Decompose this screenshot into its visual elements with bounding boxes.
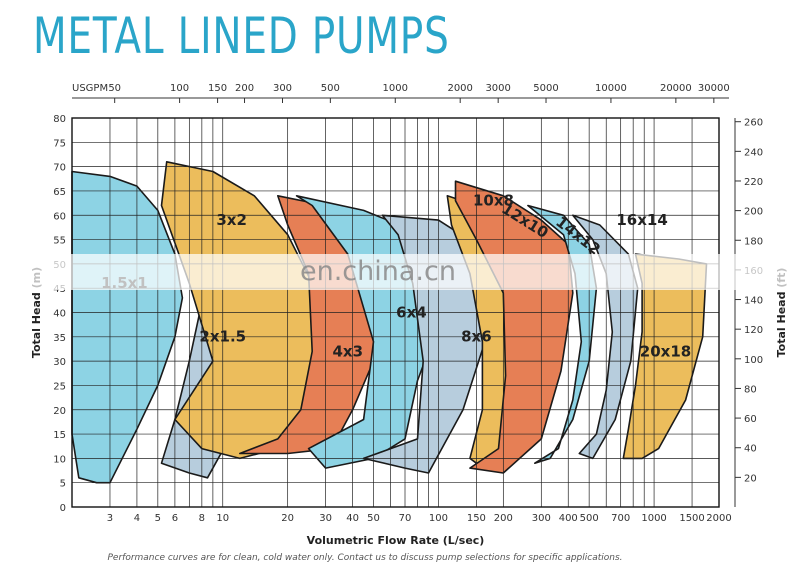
- series-label-20x18: 20x18: [640, 342, 691, 360]
- top-tick-label: 200: [235, 83, 254, 94]
- x-tick-label: 70: [399, 513, 412, 524]
- y-tick-label-left: 60: [53, 211, 66, 222]
- y-tick-label-right: 140: [744, 296, 763, 307]
- top-tick-label: 2000: [447, 83, 472, 94]
- y-tick-label-right: 220: [744, 177, 763, 188]
- top-tick-label: 100: [170, 83, 189, 94]
- y-tick-label-right: 240: [744, 147, 763, 158]
- y-tick-label-left: 5: [60, 479, 66, 490]
- y-tick-label-left: 40: [53, 309, 66, 320]
- y-tick-label-left: 55: [53, 236, 66, 247]
- x-tick-label: 4: [134, 513, 140, 524]
- x-tick-label: 6: [172, 513, 178, 524]
- x-tick-label: 20: [281, 513, 294, 524]
- series-label-6x4: 6x4: [396, 303, 427, 321]
- x-tick-label: 1500: [679, 513, 704, 524]
- x-tick-label: 200: [494, 513, 513, 524]
- x-tick-label: 100: [429, 513, 448, 524]
- y-tick-label-right: 20: [744, 473, 757, 484]
- y-tick-label-right: 180: [744, 236, 763, 247]
- top-tick-label: 20000: [660, 83, 692, 94]
- watermark-text: en.china.cn: [300, 256, 456, 287]
- series-label-4x3: 4x3: [333, 342, 364, 360]
- y-tick-label-left: 20: [53, 406, 66, 417]
- y-tick-label-left: 30: [53, 357, 66, 368]
- y-tick-label-left: 70: [53, 163, 66, 174]
- x-axis-title: Volumetric Flow Rate (L/sec): [307, 534, 485, 547]
- top-tick-label: 5000: [533, 83, 558, 94]
- x-tick-label: 50: [367, 513, 380, 524]
- x-tick-label: 40: [346, 513, 359, 524]
- series-label-2x1.5: 2x1.5: [199, 328, 246, 346]
- series-label-10x8: 10x8: [473, 192, 514, 210]
- x-tick-label: 3: [107, 513, 113, 524]
- x-tick-label: 5: [155, 513, 161, 524]
- watermark-band: [0, 254, 800, 290]
- x-tick-label: 500: [580, 513, 599, 524]
- x-tick-label: 150: [467, 513, 486, 524]
- y-tick-label-right: 80: [744, 384, 757, 395]
- top-tick-label: 300: [273, 83, 292, 94]
- plot-border: [71, 117, 720, 508]
- y-tick-label-right: 60: [744, 414, 757, 425]
- y-tick-label-left: 25: [53, 381, 66, 392]
- top-tick-label: 3000: [485, 83, 510, 94]
- y-tick-label-left: 80: [53, 114, 66, 125]
- top-tick-label: 30000: [698, 83, 730, 94]
- y-axis-title-right: Total Head (ft): [775, 268, 788, 358]
- y-tick-label-left: 0: [60, 503, 66, 514]
- x-tick-label: 30: [319, 513, 332, 524]
- page-title: METAL LINED PUMPS: [33, 7, 450, 65]
- series-label-8x6: 8x6: [461, 328, 492, 346]
- y-tick-label-right: 40: [744, 444, 757, 455]
- y-tick-label-left: 65: [53, 187, 66, 198]
- y-tick-label-right: 100: [744, 355, 763, 366]
- x-tick-label: 10: [216, 513, 229, 524]
- y-tick-label-right: 200: [744, 207, 763, 218]
- y-tick-label-right: 120: [744, 325, 763, 336]
- series-label-3x2: 3x2: [216, 211, 247, 229]
- top-tick-label: 50: [108, 83, 121, 94]
- x-tick-label: 2000: [706, 513, 731, 524]
- top-axis-label: USGPM: [72, 83, 108, 94]
- x-tick-label: 1000: [641, 513, 666, 524]
- x-tick-label: 700: [611, 513, 630, 524]
- y-tick-label-left: 15: [53, 430, 66, 441]
- footnote: Performance curves are for clean, cold w…: [107, 553, 623, 563]
- top-tick-label: 150: [208, 83, 227, 94]
- top-tick-label: 1000: [383, 83, 408, 94]
- x-tick-label: 300: [532, 513, 551, 524]
- x-tick-label: 8: [199, 513, 205, 524]
- top-tick-label: 500: [321, 83, 340, 94]
- y-tick-label-left: 10: [53, 454, 66, 465]
- y-tick-label-left: 35: [53, 333, 66, 344]
- top-tick-label: 10000: [595, 83, 627, 94]
- series-label-16x14: 16x14: [616, 211, 667, 229]
- y-tick-label-right: 260: [744, 118, 763, 129]
- y-tick-label-left: 75: [53, 138, 66, 149]
- x-tick-label: 400: [559, 513, 578, 524]
